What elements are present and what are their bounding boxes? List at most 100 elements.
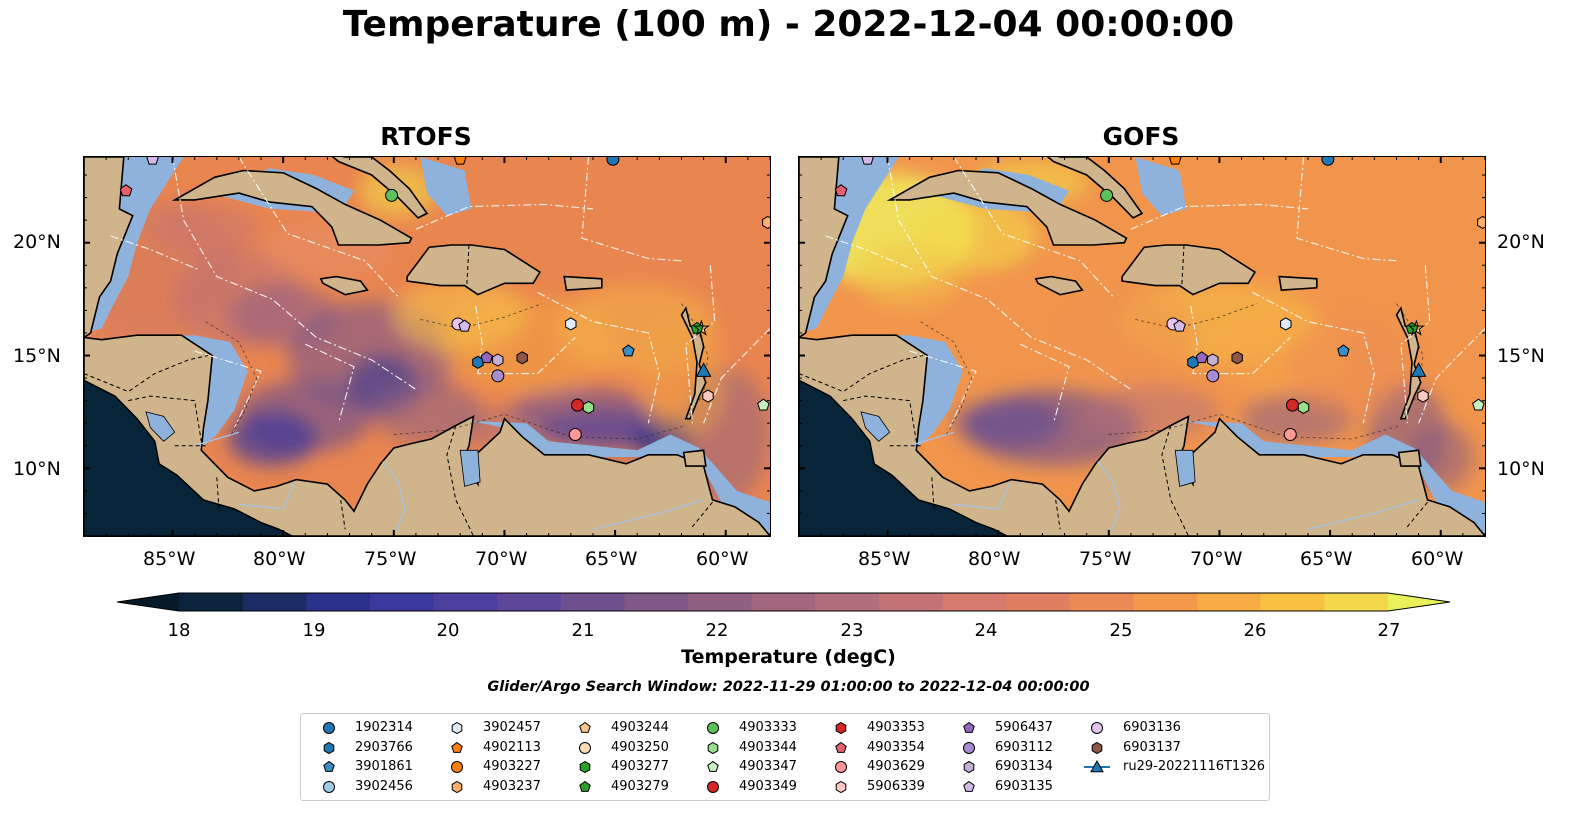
x-tick-label: 60°W bbox=[696, 548, 749, 570]
legend-marker bbox=[579, 741, 591, 754]
legend-label: 4903244 bbox=[611, 720, 669, 735]
y-tick-label: 10°N bbox=[1497, 458, 1545, 480]
legend-marker-icon bbox=[579, 760, 591, 774]
legend-marker bbox=[323, 722, 335, 734]
legend-label: 4903250 bbox=[611, 739, 669, 755]
colorbar-segment bbox=[433, 593, 498, 611]
colorbar-extend-high bbox=[1388, 593, 1450, 611]
colorbar-segment bbox=[815, 593, 880, 611]
legend-marker bbox=[1091, 722, 1103, 734]
float-marker bbox=[1472, 398, 1485, 411]
continental-shelf bbox=[469, 420, 770, 536]
float-marker bbox=[702, 389, 714, 403]
legend-marker-icon bbox=[451, 780, 463, 793]
legend-label: 4903354 bbox=[867, 739, 925, 755]
legend-marker-icon bbox=[1084, 759, 1110, 773]
float-marker bbox=[1280, 317, 1292, 331]
river bbox=[909, 431, 955, 447]
colorbar-segment bbox=[1197, 593, 1262, 611]
y-tick-label: 15°N bbox=[13, 345, 61, 367]
legend-label: 4903629 bbox=[867, 759, 925, 774]
legend-marker-icon bbox=[963, 721, 975, 733]
colorbar bbox=[117, 592, 1451, 612]
float-marker bbox=[606, 157, 620, 166]
map-panel-gofs bbox=[798, 156, 1486, 537]
colorbar-tick-label: 25 bbox=[1109, 620, 1133, 641]
legend-label: 4903227 bbox=[483, 759, 541, 774]
depth-contour bbox=[1135, 303, 1258, 329]
legend-label: 4903279 bbox=[611, 778, 669, 794]
continental-shelf bbox=[821, 335, 963, 448]
float-marker bbox=[1477, 215, 1485, 229]
legend-marker bbox=[963, 741, 975, 754]
float-marker bbox=[1321, 157, 1335, 166]
river bbox=[194, 431, 240, 447]
legend-marker bbox=[707, 760, 719, 772]
country-border bbox=[689, 501, 713, 530]
legend-marker bbox=[323, 780, 335, 793]
legend-marker bbox=[835, 780, 847, 793]
river bbox=[238, 483, 295, 510]
legend-marker-icon bbox=[835, 741, 847, 753]
legend-label: 4903277 bbox=[611, 759, 669, 774]
legend-marker bbox=[963, 721, 975, 733]
float-marker bbox=[565, 317, 577, 331]
glider-marker bbox=[695, 362, 712, 377]
legend-marker bbox=[451, 741, 463, 753]
legend-marker bbox=[451, 721, 463, 735]
colorbar-tick-label: 26 bbox=[1243, 620, 1267, 641]
land-mexico bbox=[799, 157, 849, 339]
float-marker bbox=[757, 398, 770, 411]
eez-boundary bbox=[1400, 265, 1431, 424]
legend-label: 6903136 bbox=[1123, 720, 1181, 735]
land-trinidad bbox=[682, 449, 707, 467]
float-marker bbox=[1297, 400, 1310, 414]
eez-boundary bbox=[953, 157, 1114, 298]
float-marker bbox=[1337, 344, 1350, 357]
legend-label: 6903137 bbox=[1123, 739, 1181, 755]
legend-label: 6903134 bbox=[995, 759, 1053, 774]
float-marker bbox=[570, 398, 584, 412]
colorbar-segment bbox=[624, 593, 689, 611]
float-marker bbox=[458, 319, 471, 332]
colorbar-segment bbox=[369, 593, 435, 611]
legend-label: 2903766 bbox=[355, 739, 413, 755]
legend-marker-icon bbox=[323, 741, 335, 754]
float-marker bbox=[834, 184, 848, 197]
eez-boundary bbox=[415, 203, 594, 230]
float-marker bbox=[1100, 188, 1114, 202]
land-bahamas bbox=[1046, 157, 1144, 219]
colorbar-segment bbox=[1324, 593, 1389, 611]
legend-marker-icon bbox=[707, 741, 719, 754]
float-marker bbox=[385, 188, 399, 202]
x-tick-label: 65°W bbox=[585, 548, 638, 570]
star-marker bbox=[1407, 319, 1425, 336]
country-border bbox=[446, 425, 474, 536]
legend-label: 4903347 bbox=[739, 759, 797, 774]
country-border bbox=[340, 499, 346, 530]
eez-boundary bbox=[909, 350, 977, 428]
colorbar-segment bbox=[1260, 593, 1325, 611]
colorbar-tick-label: 23 bbox=[840, 620, 864, 641]
search-window-text: Glider/Argo Search Window: 2022-11-29 01… bbox=[487, 679, 1090, 695]
colorbar-segment bbox=[942, 593, 1007, 611]
float-marker bbox=[1231, 351, 1243, 365]
eez-boundary bbox=[537, 291, 660, 424]
y-tick-label: 20°N bbox=[1497, 231, 1545, 253]
float-marker bbox=[146, 157, 159, 165]
eez-boundary bbox=[171, 157, 417, 390]
x-tick-label: 80°W bbox=[253, 548, 306, 570]
float-marker bbox=[480, 351, 494, 364]
eez-boundary bbox=[1252, 291, 1375, 424]
x-tick-label: 75°W bbox=[364, 548, 417, 570]
legend-marker-icon bbox=[963, 741, 975, 754]
x-tick-label: 85°W bbox=[143, 548, 196, 570]
land-bahamas bbox=[331, 157, 429, 219]
colorbar-outline bbox=[117, 592, 1451, 612]
country-border bbox=[128, 395, 202, 442]
panel-title-gofs: GOFS bbox=[1102, 122, 1180, 151]
lake bbox=[1174, 449, 1196, 487]
legend-marker bbox=[835, 721, 847, 735]
legend-marker-icon bbox=[451, 721, 463, 735]
float-marker bbox=[1417, 389, 1429, 403]
